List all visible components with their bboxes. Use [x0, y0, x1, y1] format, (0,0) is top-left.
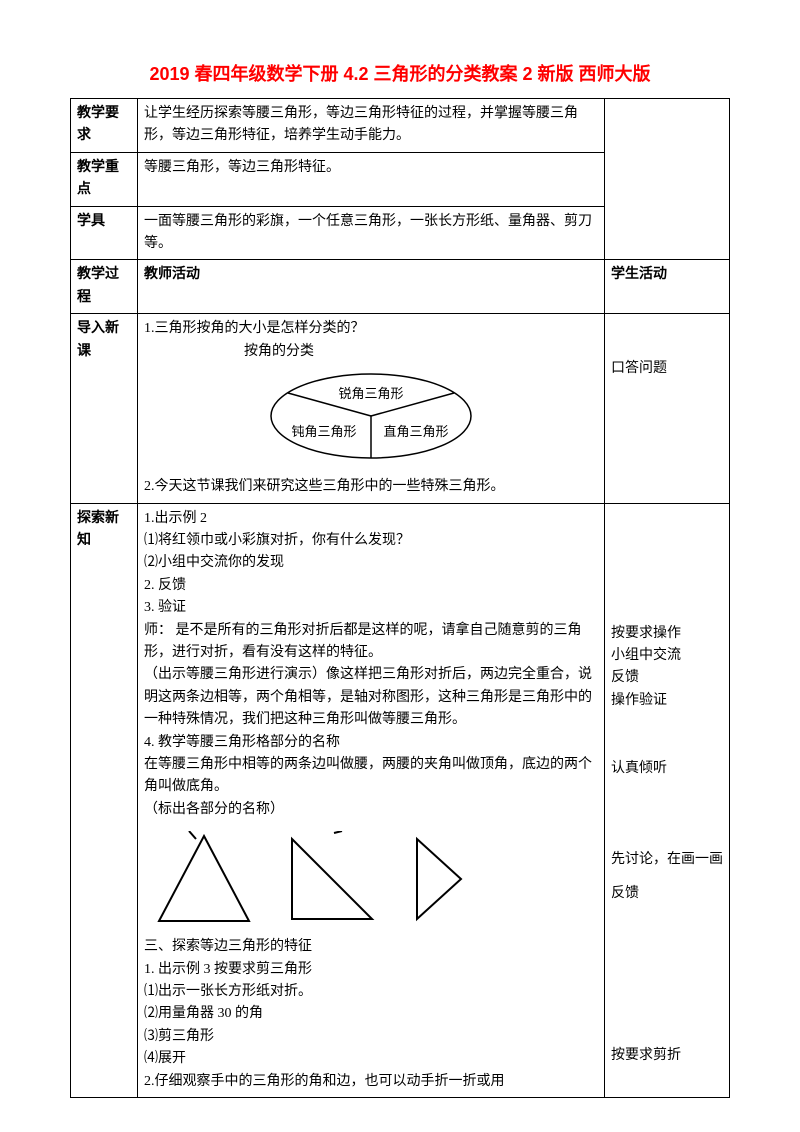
row-right: 学生活动	[605, 260, 730, 314]
text-line: 反馈	[611, 883, 723, 905]
ellipse-diagram: 锐角三角形 钝角三角形 直角三角形	[144, 368, 598, 471]
text-line: 4. 教学等腰三角形格部分的名称	[144, 732, 598, 754]
table-row: 教学过程 教师活动 学生活动	[71, 260, 730, 314]
text-line: ⑴出示一张长方形纸对折。	[144, 981, 598, 1003]
row-label: 探索新知	[71, 503, 138, 1097]
text-line: ⑵小组中交流你的发现	[144, 552, 598, 574]
text-line: 认真倾听	[611, 758, 723, 780]
row-right: 按要求操作 小组中交流 反馈 操作验证 认真倾听 先讨论，在画一画 反馈 按要求…	[605, 503, 730, 1097]
text-line: （出示等腰三角形进行演示）像这样把三角形对折后，两边完全重合，说明这两条边相等，…	[144, 664, 598, 731]
triangles-diagram	[154, 831, 598, 926]
text-line: 先讨论，在画一画	[611, 849, 723, 871]
text-line: 三、探索等边三角形的特征	[144, 936, 598, 958]
text-line: 2. 反馈	[144, 575, 598, 597]
text-line: ⑷展开	[144, 1048, 598, 1070]
text-line: 1.出示例 2	[144, 508, 598, 530]
triangle-narrow	[409, 831, 469, 926]
text-line: 口答问题	[611, 358, 723, 380]
row-content: 教师活动	[138, 260, 605, 314]
text-line: 反馈	[611, 667, 723, 689]
table-row: 导入新课 1.三角形按角的大小是怎样分类的？ 按角的分类 锐角三角形 钝角三角形…	[71, 314, 730, 504]
text-line: ⑴将红领巾或小彩旗对折，你有什么发现？	[144, 530, 598, 552]
lesson-plan-table: 教学要求 让学生经历探索等腰三角形，等边三角形特征的过程，并掌握等腰三角形，等边…	[70, 98, 730, 1098]
text-line: 2.今天这节课我们来研究这些三角形中的一些特殊三角形。	[144, 476, 598, 498]
text-line: 按要求操作	[611, 623, 723, 645]
row-right: 口答问题	[605, 314, 730, 504]
row-label: 学具	[71, 206, 138, 260]
table-row: 教学要求 让学生经历探索等腰三角形，等边三角形特征的过程，并掌握等腰三角形，等边…	[71, 99, 730, 153]
text-line: 按角的分类	[144, 341, 598, 363]
ellipse-label-bl: 钝角三角形	[291, 424, 356, 439]
row-label: 教学要求	[71, 99, 138, 153]
text-line: 师： 是不是所有的三角形对折后都是这样的呢，请拿自己随意剪的三角形，进行对折，看…	[144, 620, 598, 665]
ellipse-label-br: 直角三角形	[383, 424, 448, 439]
text-line: 1.三角形按角的大小是怎样分类的？	[144, 318, 598, 340]
row-label: 导入新课	[71, 314, 138, 504]
row-content: 1.出示例 2 ⑴将红领巾或小彩旗对折，你有什么发现？ ⑵小组中交流你的发现 2…	[138, 503, 605, 1097]
text-line: 1. 出示例 3 按要求剪三角形	[144, 959, 598, 981]
text-line: 在等腰三角形中相等的两条边叫做腰，两腰的夹角叫做顶角，底边的两个角叫做底角。	[144, 754, 598, 799]
ellipse-label-top: 锐角三角形	[338, 386, 403, 401]
row-content: 让学生经历探索等腰三角形，等边三角形特征的过程，并掌握等腰三角形，等边三角形特征…	[138, 99, 605, 153]
row-content: 一面等腰三角形的彩旗，一个任意三角形，一张长方形纸、量角器、剪刀等。	[138, 206, 605, 260]
text-line: （标出各部分的名称）	[144, 799, 598, 821]
row-content: 等腰三角形，等边三角形特征。	[138, 152, 605, 206]
triangle-right	[284, 831, 379, 926]
text-line: 小组中交流	[611, 645, 723, 667]
row-right	[605, 99, 730, 260]
row-content: 1.三角形按角的大小是怎样分类的？ 按角的分类 锐角三角形 钝角三角形 直角三角…	[138, 314, 605, 504]
text-line: 操作验证	[611, 690, 723, 712]
text-line: 2.仔细观察手中的三角形的角和边，也可以动手折一折或用	[144, 1071, 598, 1093]
header-right: 学生活动	[611, 267, 667, 282]
row-label: 教学重点	[71, 152, 138, 206]
row-label: 教学过程	[71, 260, 138, 314]
triangle-isoceles	[154, 831, 254, 926]
text-line: ⑶剪三角形	[144, 1026, 598, 1048]
text-line: 3. 验证	[144, 597, 598, 619]
text-line: 按要求剪折	[611, 1045, 723, 1067]
header-mid: 教师活动	[144, 267, 200, 282]
page-title: 2019 春四年级数学下册 4.2 三角形的分类教案 2 新版 西师大版	[70, 60, 730, 86]
table-row: 探索新知 1.出示例 2 ⑴将红领巾或小彩旗对折，你有什么发现？ ⑵小组中交流你…	[71, 503, 730, 1097]
text-line: ⑵用量角器 30 的角	[144, 1003, 598, 1025]
